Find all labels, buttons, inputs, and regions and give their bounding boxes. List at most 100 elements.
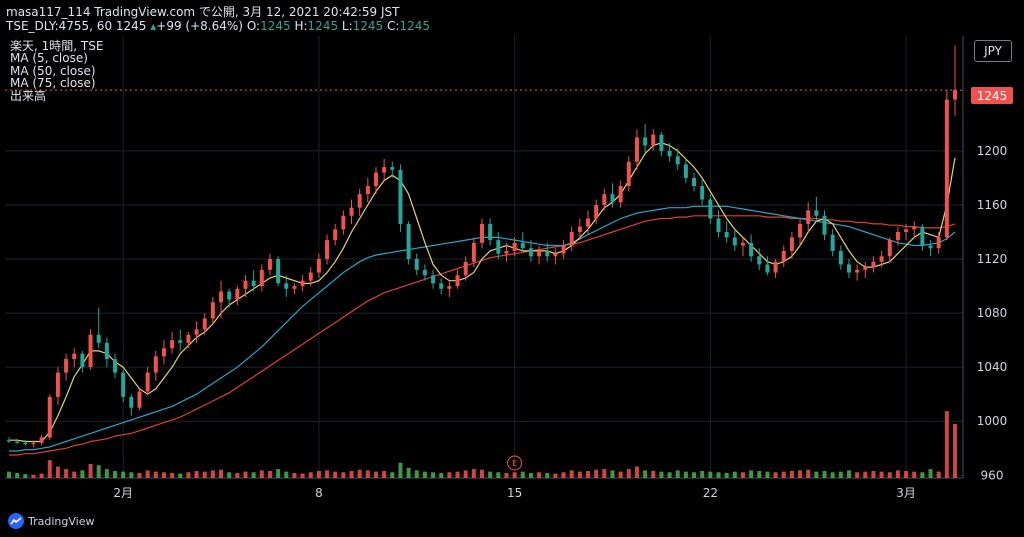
candle-body <box>47 396 52 438</box>
candle-body <box>765 264 770 273</box>
volume-bar <box>64 469 69 478</box>
candle-body <box>814 210 819 216</box>
legend-title[interactable]: 楽天, 1時間, TSE <box>10 39 104 53</box>
volume-bar <box>202 471 207 478</box>
volume-bar <box>431 472 436 478</box>
candle-body <box>651 134 656 146</box>
price-tick-label: 1200 <box>977 144 1008 158</box>
volume-bar <box>936 471 941 478</box>
candle-body <box>251 280 256 287</box>
candle-body <box>153 356 158 373</box>
volume-bar <box>602 469 607 478</box>
volume-bar <box>904 471 909 478</box>
last-price-tag: 1245 <box>971 87 1013 104</box>
candle-body <box>618 186 623 203</box>
legend-ma50[interactable]: MA (50, close) <box>10 63 96 78</box>
volume-bar <box>243 471 248 478</box>
volume-bar <box>259 470 264 478</box>
tradingview-brand[interactable]: TradingView <box>8 513 94 529</box>
candle-body <box>561 245 566 254</box>
candle-body <box>643 137 648 146</box>
volume-bar <box>732 471 737 478</box>
candle-body <box>634 137 639 162</box>
volume-bar <box>798 470 803 478</box>
time-tick-label: 15 <box>507 486 522 500</box>
volume-bar <box>455 471 460 478</box>
candle-body <box>406 223 411 260</box>
volume-bar <box>781 471 786 478</box>
time-tick-label: 3月 <box>896 486 916 500</box>
volume-bar <box>463 470 468 478</box>
volume-bar <box>129 472 134 478</box>
candle-body <box>716 218 721 232</box>
candle-body <box>528 248 533 257</box>
ma75-line <box>9 215 956 456</box>
candle-body <box>700 186 705 200</box>
volume-bar <box>520 471 525 478</box>
candle-body <box>708 199 713 219</box>
price-tick-label: 1000 <box>977 414 1008 428</box>
volume-bar <box>308 472 313 478</box>
candle-body <box>349 207 354 216</box>
candle-body <box>447 286 452 289</box>
volume-bar <box>186 472 191 478</box>
volume-bar <box>822 471 827 478</box>
price-tick-label: 960 <box>981 468 1004 482</box>
ma5-line <box>9 142 956 443</box>
candle-body <box>806 210 811 224</box>
volume-bar <box>545 472 550 478</box>
volume-bar <box>55 466 60 478</box>
volume-bar <box>838 471 843 478</box>
volume-bar <box>145 470 150 478</box>
volume-bar <box>488 471 493 478</box>
candle-body <box>259 269 264 287</box>
volume-bar <box>170 472 175 478</box>
up-arrow-icon: ▴ <box>150 19 157 33</box>
legend-ma5[interactable]: MA (5, close) <box>10 51 88 66</box>
volume-bar <box>553 473 558 478</box>
price-tick-label: 1120 <box>977 252 1008 266</box>
legend-volume[interactable]: 出来高 <box>10 88 47 103</box>
candle-body <box>357 194 362 208</box>
volume-bar <box>113 471 118 478</box>
volume-bar <box>333 471 338 478</box>
candle-body <box>512 242 517 251</box>
candle-body <box>887 240 892 257</box>
candle-body <box>72 353 77 360</box>
candle-body <box>170 340 175 349</box>
candle-body <box>88 334 93 368</box>
volume-bar <box>504 472 509 478</box>
earnings-marker-label: E <box>512 459 517 468</box>
legend-ma75[interactable]: MA (75, close) <box>10 76 96 91</box>
candle-body <box>504 250 509 254</box>
candle-body <box>365 186 370 195</box>
candle-body <box>137 391 142 408</box>
volume-bar <box>422 471 427 478</box>
low-value: 1245 <box>352 19 384 33</box>
candle-body <box>798 223 803 238</box>
candle-body <box>586 218 591 227</box>
volume-bar <box>104 469 109 478</box>
volume-bar <box>72 471 77 478</box>
currency-button[interactable]: JPY <box>974 40 1012 62</box>
candle-body <box>928 245 933 249</box>
candle-body <box>912 226 917 230</box>
candle-body <box>398 169 403 224</box>
price-tick-label: 1080 <box>977 306 1008 320</box>
candle-body <box>667 150 672 157</box>
candle-body <box>7 440 11 442</box>
candle-body <box>267 259 272 270</box>
candle-body <box>488 223 493 241</box>
volume-bar <box>267 471 272 478</box>
volume-bar <box>316 471 321 478</box>
candle-body <box>333 229 338 241</box>
candle-body <box>373 172 378 187</box>
candle-body <box>740 242 745 246</box>
candle-body <box>80 353 85 368</box>
volume-bar <box>716 472 721 478</box>
candle-body <box>178 340 183 343</box>
volume-bar <box>7 471 11 478</box>
volume-bar <box>912 471 917 478</box>
candle-body <box>113 359 118 373</box>
